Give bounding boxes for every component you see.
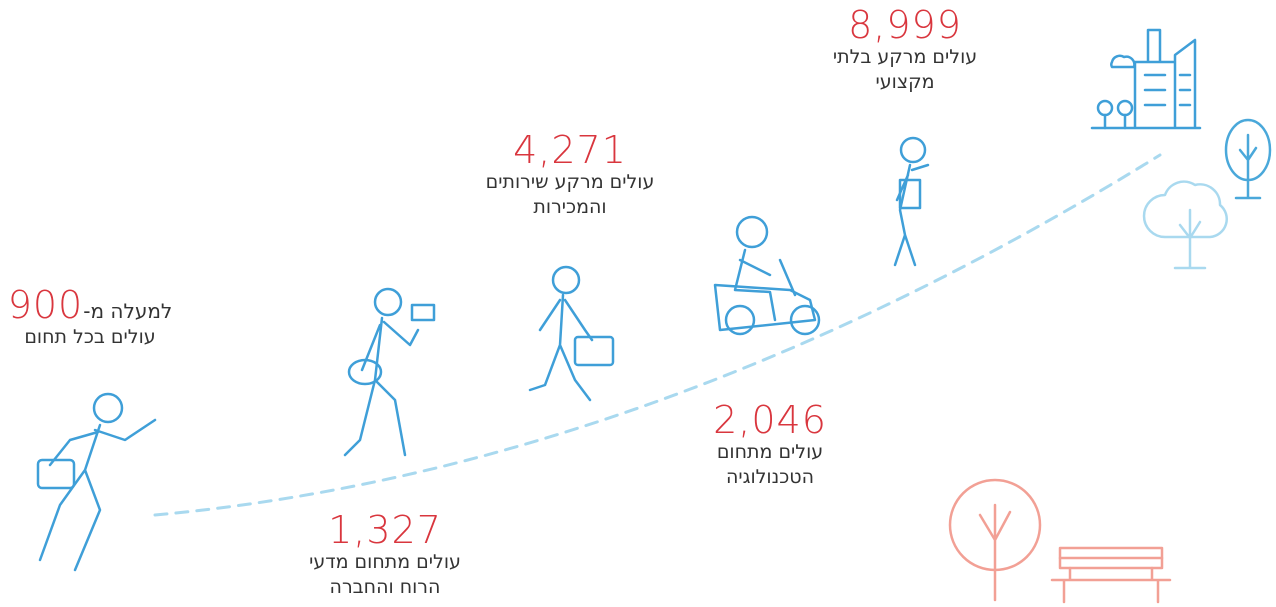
stat-number: 2,046 [713, 398, 827, 442]
woman [895, 138, 928, 265]
bench [1052, 548, 1170, 602]
tree-light [1144, 182, 1227, 268]
stat-number: 900 [8, 285, 84, 325]
stat-label: הרוח והחברה [255, 575, 515, 600]
buildings [1092, 30, 1200, 128]
stat-label: והמכירות [440, 195, 700, 220]
stat-label: עולים מתחום מדעי [255, 550, 515, 575]
stat-head: 2,046 [640, 400, 900, 440]
stat-label: מקצועי [775, 70, 1035, 95]
stat-head: 1,327 [255, 510, 515, 550]
stat-label: עולים מרקע בלתי [775, 45, 1035, 70]
tree-outline [1226, 120, 1270, 198]
businessman [530, 267, 613, 400]
tree-red [950, 480, 1040, 600]
stat-label: עולים בכל תחום [0, 325, 220, 350]
runner [38, 394, 155, 570]
stat-number: 4,271 [513, 128, 627, 172]
stat-label: הטכנולוגיה [640, 465, 900, 490]
scooter [715, 217, 819, 334]
stat-label: עולים מתחום [640, 440, 900, 465]
stat-head: 4,271 [440, 130, 700, 170]
walker [345, 289, 434, 455]
stat-prefix: למעלה מ- [83, 299, 172, 323]
stat-label: עולים מרקע שירותים [440, 170, 700, 195]
stat-head: 8,999 [775, 5, 1035, 45]
stat-number: 1,327 [328, 508, 442, 552]
stat-head: למעלה מ-900 [0, 285, 220, 325]
page: (() => { const data = JSON.parse(documen… [0, 0, 1276, 607]
stat-number: 8,999 [848, 3, 962, 47]
